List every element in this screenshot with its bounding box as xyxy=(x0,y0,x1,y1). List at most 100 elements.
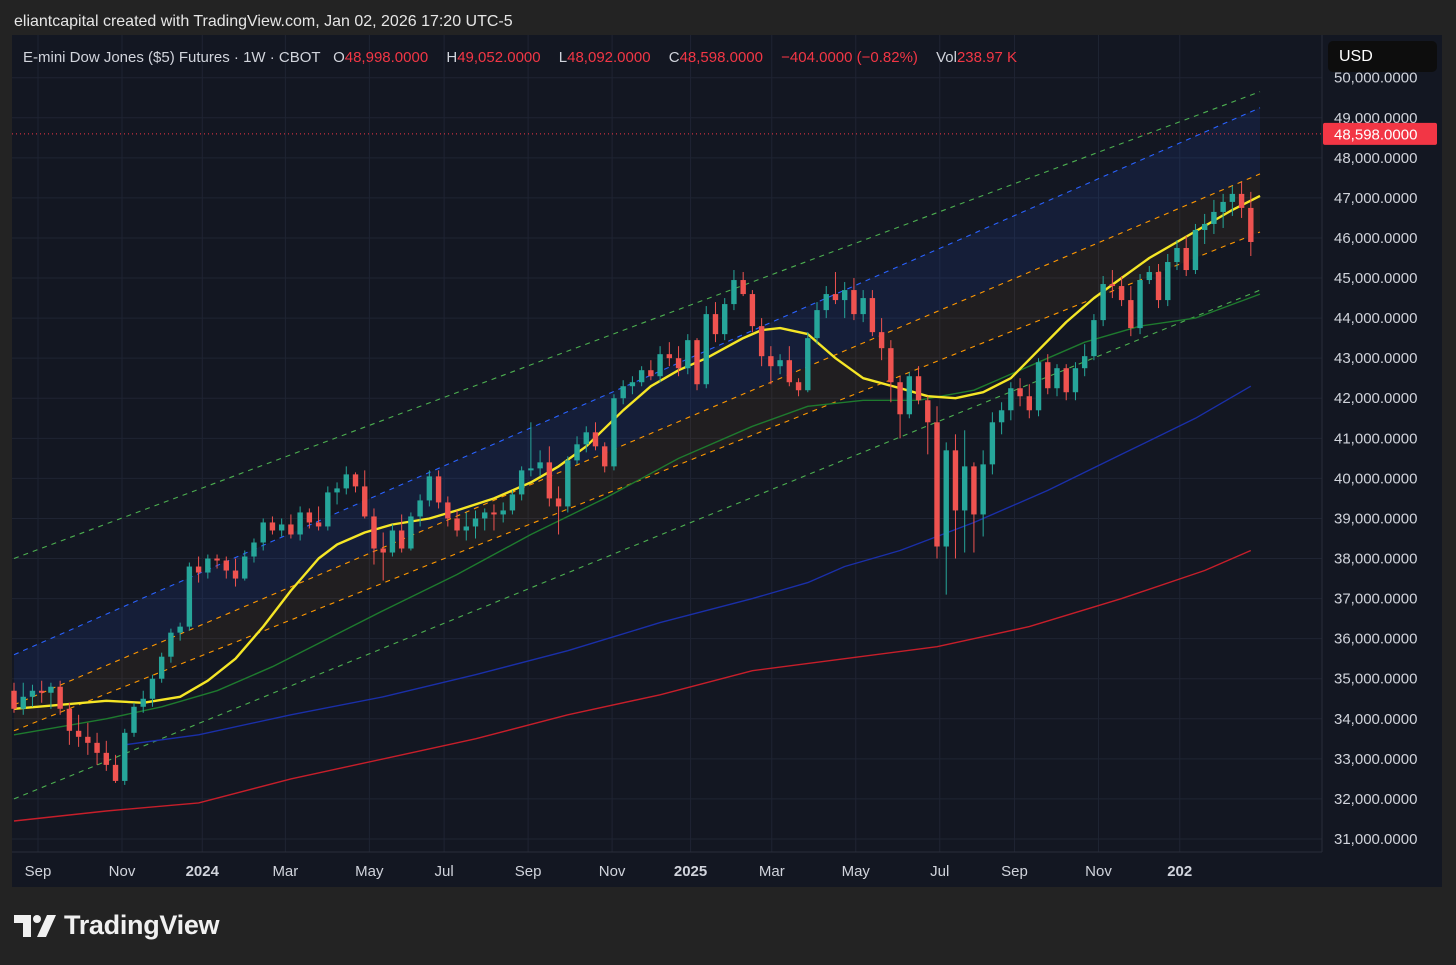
time-tick-label: Nov xyxy=(109,863,136,880)
time-tick-label: Mar xyxy=(759,863,785,880)
candle-body xyxy=(537,462,543,469)
overlay-line xyxy=(13,289,1261,800)
candle-body xyxy=(722,304,728,335)
candle-body xyxy=(777,360,783,367)
candle-body xyxy=(1045,362,1051,389)
candle-body xyxy=(620,386,626,399)
candle-body xyxy=(555,498,562,507)
candle-body xyxy=(666,354,673,359)
candle-body xyxy=(491,512,497,515)
candle-body xyxy=(445,502,451,519)
change-value: −404.0000 (−0.82%) xyxy=(781,49,918,66)
candle-body xyxy=(232,570,239,579)
candle-body xyxy=(362,486,368,517)
candle-body xyxy=(315,522,322,527)
time-tick-label: 2025 xyxy=(674,863,707,880)
candle-body xyxy=(278,524,285,531)
candle-body xyxy=(675,358,682,369)
candle-body xyxy=(731,280,737,305)
candle-body xyxy=(11,690,17,709)
candle-body xyxy=(1081,356,1088,369)
candle-body xyxy=(149,678,156,699)
candle-body xyxy=(260,522,266,543)
candle-body xyxy=(657,354,663,377)
candle-body xyxy=(851,290,857,315)
candle-body xyxy=(122,732,128,781)
price-tick-label: 40,000.0000 xyxy=(1334,470,1417,487)
candle-body xyxy=(426,476,433,501)
candle-body xyxy=(168,632,174,657)
price-tick-label: 33,000.0000 xyxy=(1334,751,1417,768)
candle-body xyxy=(906,376,913,415)
time-tick-label: Nov xyxy=(599,863,626,880)
price-tick-label: 35,000.0000 xyxy=(1334,671,1417,688)
candle-body xyxy=(1238,193,1245,208)
chart-caption: eliantcapital created with TradingView.c… xyxy=(14,13,513,30)
open-label: O xyxy=(333,49,345,66)
candle-body xyxy=(1183,247,1189,271)
price-tick-label: 42,000.0000 xyxy=(1334,390,1417,407)
price-tick-label: 41,000.0000 xyxy=(1334,430,1417,447)
candle-body xyxy=(1128,300,1134,329)
candle-body xyxy=(482,512,488,519)
last-price-label: 48,598.0000 xyxy=(1334,126,1417,143)
candle-body xyxy=(878,332,885,349)
close-value: 48,598.0000 xyxy=(679,49,763,66)
time-axis: Sep Nov 2024 Mar May Jul Sep Nov 2025 Mar May Jul Se… xyxy=(12,851,1322,880)
upper-channel-band xyxy=(14,107,1260,705)
candle-body xyxy=(408,516,414,549)
candle-body xyxy=(629,382,636,387)
price-tick-label: 50,000.0000 xyxy=(1334,70,1417,87)
candle-body xyxy=(1155,272,1162,301)
candle-body xyxy=(131,706,137,733)
time-tick-label: Jul xyxy=(930,863,949,880)
candle-body xyxy=(648,370,654,377)
candle-body xyxy=(925,400,931,423)
price-tick-label: 48,000.0000 xyxy=(1334,150,1417,167)
candle-body xyxy=(186,566,193,627)
candle-body xyxy=(638,370,645,383)
candle-body xyxy=(205,558,211,573)
grid-lines xyxy=(12,35,1322,852)
candles xyxy=(11,181,1254,785)
close-label: C xyxy=(668,49,680,66)
candle-body xyxy=(1137,280,1143,329)
candle-body xyxy=(103,752,109,765)
low-value: 48,092.0000 xyxy=(567,49,651,66)
candle-body xyxy=(417,500,423,517)
candle-body xyxy=(509,494,516,511)
chart-area[interactable] xyxy=(12,35,1442,887)
time-tick-label: May xyxy=(842,863,871,880)
candle-body xyxy=(842,290,848,301)
candle-body xyxy=(177,626,183,633)
middle-channel-band xyxy=(14,173,1260,731)
candle-body xyxy=(85,736,91,743)
candle-body xyxy=(869,298,876,333)
candle-body xyxy=(1008,388,1014,411)
price-tick-label: 39,000.0000 xyxy=(1334,510,1417,527)
candle-body xyxy=(685,340,691,369)
time-tick-label: Sep xyxy=(1001,863,1028,880)
candle-body xyxy=(1174,247,1180,263)
currency-button[interactable]: USD xyxy=(1328,41,1437,72)
high-value: 49,052.0000 xyxy=(457,49,541,66)
price-tick-label: 36,000.0000 xyxy=(1334,631,1417,648)
candle-body xyxy=(795,382,802,391)
candle-body xyxy=(57,686,63,709)
candle-body xyxy=(740,280,746,295)
candle-body xyxy=(140,698,146,707)
candle-body xyxy=(1248,207,1254,242)
candle-body xyxy=(1201,223,1208,230)
overlay-line xyxy=(13,549,1252,822)
time-tick-label: Sep xyxy=(25,863,52,880)
candle-body xyxy=(112,764,119,781)
tradingview-logo-icon xyxy=(14,914,56,937)
candle-body xyxy=(20,696,26,709)
candle-body xyxy=(971,466,977,515)
candle-body xyxy=(38,690,45,693)
price-tick-label: 38,000.0000 xyxy=(1334,551,1417,568)
candle-body xyxy=(934,422,940,547)
candle-body xyxy=(980,464,986,515)
candle-body xyxy=(915,376,922,401)
